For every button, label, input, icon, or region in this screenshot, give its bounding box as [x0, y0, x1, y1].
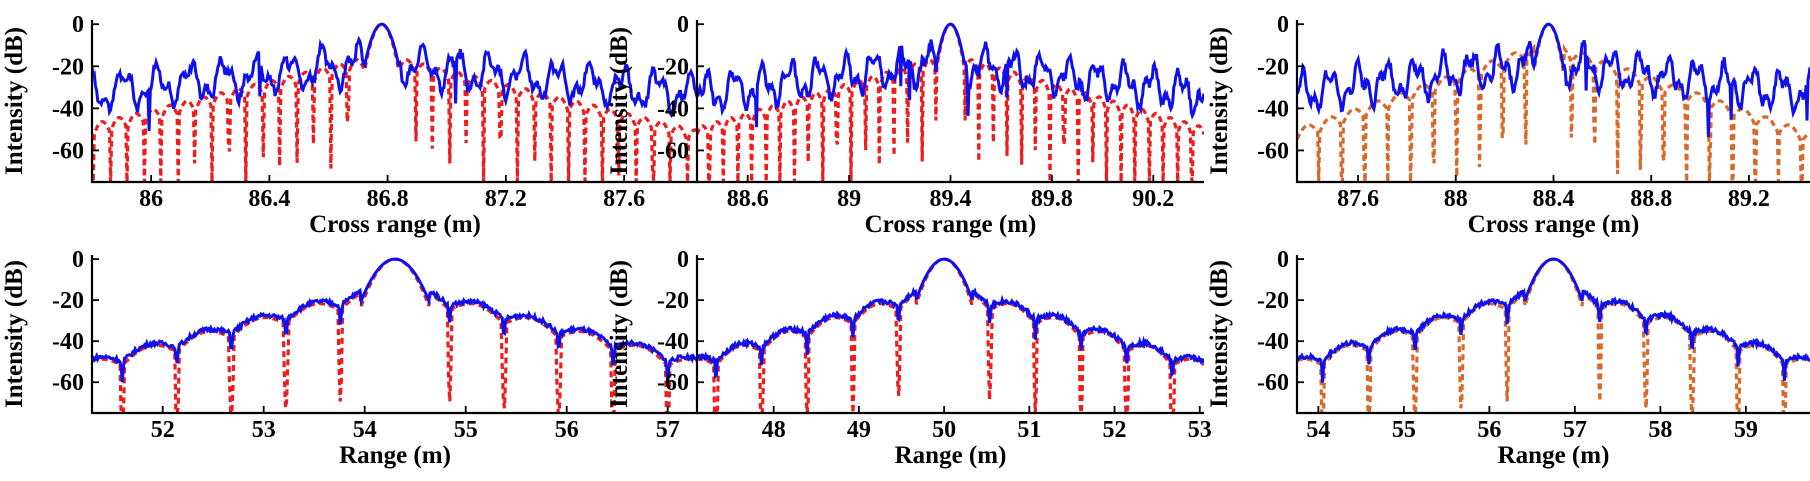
- x-tick-label: 53: [1188, 417, 1212, 443]
- y-tick-label: -20: [1257, 288, 1289, 314]
- x-tick-label: 89.4: [930, 186, 972, 212]
- x-tick-label: 53: [252, 417, 276, 443]
- y-tick-label: 0: [677, 12, 689, 38]
- x-tick-label: 88.4: [1533, 186, 1575, 212]
- y-tick-label: -40: [657, 96, 689, 122]
- axis-frame: [90, 20, 698, 184]
- series-solid-line: [697, 257, 1204, 380]
- y-axis-label: Intensity (dB): [1, 27, 28, 175]
- y-tick-label: -20: [657, 288, 689, 314]
- x-tick-label: 54: [353, 417, 377, 443]
- x-tick-label: 52: [1103, 417, 1127, 443]
- y-tick-label: -60: [1257, 370, 1289, 396]
- x-axis-label: Cross range (m): [865, 211, 1037, 238]
- y-axis-label: Intensity (dB): [606, 260, 633, 408]
- x-tick-label: 89.2: [1728, 186, 1770, 212]
- y-tick-label: -20: [1257, 54, 1289, 80]
- series-solid-line: [1297, 22, 1810, 138]
- x-tick-label: 89.8: [1031, 186, 1073, 212]
- x-tick-label: 57: [1563, 417, 1587, 443]
- subplot-5: 0 -20 -40 -60 48 49 50 51 52 53 Range (m) Intensity…: [606, 247, 1212, 469]
- y-tick-label: 0: [72, 247, 84, 273]
- series-dashed-line: [1297, 257, 1810, 413]
- series-solid-line: [92, 22, 698, 132]
- axis-frame: [90, 255, 698, 415]
- subplot-6: 0 -20 -40 -60 54 55 56 57 58 59 Range (m) Intensity…: [1206, 247, 1810, 469]
- y-tick-label: -40: [1257, 96, 1289, 122]
- y-tick-label: -60: [657, 138, 689, 164]
- y-tick-label: 0: [72, 12, 84, 38]
- y-tick-label: -60: [657, 370, 689, 396]
- y-tick-label: -60: [52, 138, 84, 164]
- x-tick-label: 49: [847, 417, 871, 443]
- x-tick-label: 86.4: [248, 186, 290, 212]
- axis-frame: [1295, 20, 1810, 184]
- x-tick-label: 58: [1648, 417, 1672, 443]
- y-axis-label: Intensity (dB): [1206, 27, 1233, 175]
- x-tick-label: 88.8: [1630, 186, 1672, 212]
- y-axis-label: Intensity (dB): [606, 27, 633, 175]
- y-tick-label: -60: [52, 370, 84, 396]
- y-tick-label: 0: [1277, 247, 1289, 273]
- series-dashed-line: [697, 257, 1204, 413]
- x-tick-label: 54: [1306, 417, 1330, 443]
- x-tick-label: 51: [1017, 417, 1041, 443]
- x-tick-label: 50: [932, 417, 956, 443]
- axis-frame: [695, 20, 1204, 184]
- axis-frame: [695, 255, 1204, 415]
- series-solid-line: [1297, 257, 1810, 383]
- x-axis-label: Range (m): [1498, 442, 1610, 469]
- x-tick-label: 88.6: [727, 186, 769, 212]
- subplot-1: 0 -20 -40 -60 86 86.4 86.8 87.2 87.6 Cross range …: [1, 12, 698, 238]
- x-tick-label: 87.6: [1337, 186, 1379, 212]
- x-tick-label: 55: [1392, 417, 1416, 443]
- x-tick-label: 56: [555, 417, 579, 443]
- subplot-4: 0 -20 -40 -60 52 53 54 55 56 57 Range (m) Intensity…: [1, 247, 698, 469]
- x-axis-label: Cross range (m): [309, 211, 481, 238]
- x-tick-label: 55: [454, 417, 478, 443]
- y-axis-label: Intensity (dB): [1206, 260, 1233, 408]
- subplot-2: 0 -20 -40 -60 88.6 89 89.4 89.8 90.2 Cross range …: [606, 12, 1204, 238]
- x-tick-label: 87.6: [603, 186, 645, 212]
- x-tick-label: 57: [656, 417, 680, 443]
- y-tick-label: -40: [657, 329, 689, 355]
- y-tick-label: -20: [657, 54, 689, 80]
- subplot-3: 0 -20 -40 -60 87.6 88 88.4 88.8 89.2 Cross range …: [1206, 12, 1810, 238]
- x-tick-label: 86.8: [367, 186, 409, 212]
- series-dashed-line: [697, 22, 1204, 182]
- y-tick-label: -20: [52, 54, 84, 80]
- series-solid-line: [92, 257, 698, 383]
- x-axis-label: Range (m): [895, 442, 1007, 469]
- y-tick-label: -60: [1257, 138, 1289, 164]
- y-tick-label: -20: [52, 288, 84, 314]
- x-tick-label: 59: [1734, 417, 1758, 443]
- y-tick-label: 0: [1277, 12, 1289, 38]
- x-tick-label: 48: [762, 417, 786, 443]
- y-tick-label: 0: [677, 247, 689, 273]
- y-tick-label: -40: [52, 329, 84, 355]
- y-axis-label: Intensity (dB): [1, 260, 28, 408]
- x-tick-label: 52: [151, 417, 175, 443]
- x-axis-label: Range (m): [339, 442, 451, 469]
- x-tick-label: 86: [139, 186, 163, 212]
- x-tick-label: 89: [837, 186, 861, 212]
- axis-frame: [1295, 255, 1810, 415]
- x-tick-label: 56: [1477, 417, 1501, 443]
- x-tick-label: 87.2: [485, 186, 527, 212]
- x-tick-label: 90.2: [1132, 186, 1174, 212]
- x-tick-label: 88: [1444, 186, 1468, 212]
- y-tick-label: -40: [52, 96, 84, 122]
- y-tick-label: -40: [1257, 329, 1289, 355]
- x-axis-label: Cross range (m): [1468, 211, 1640, 238]
- series-solid-line: [697, 22, 1204, 128]
